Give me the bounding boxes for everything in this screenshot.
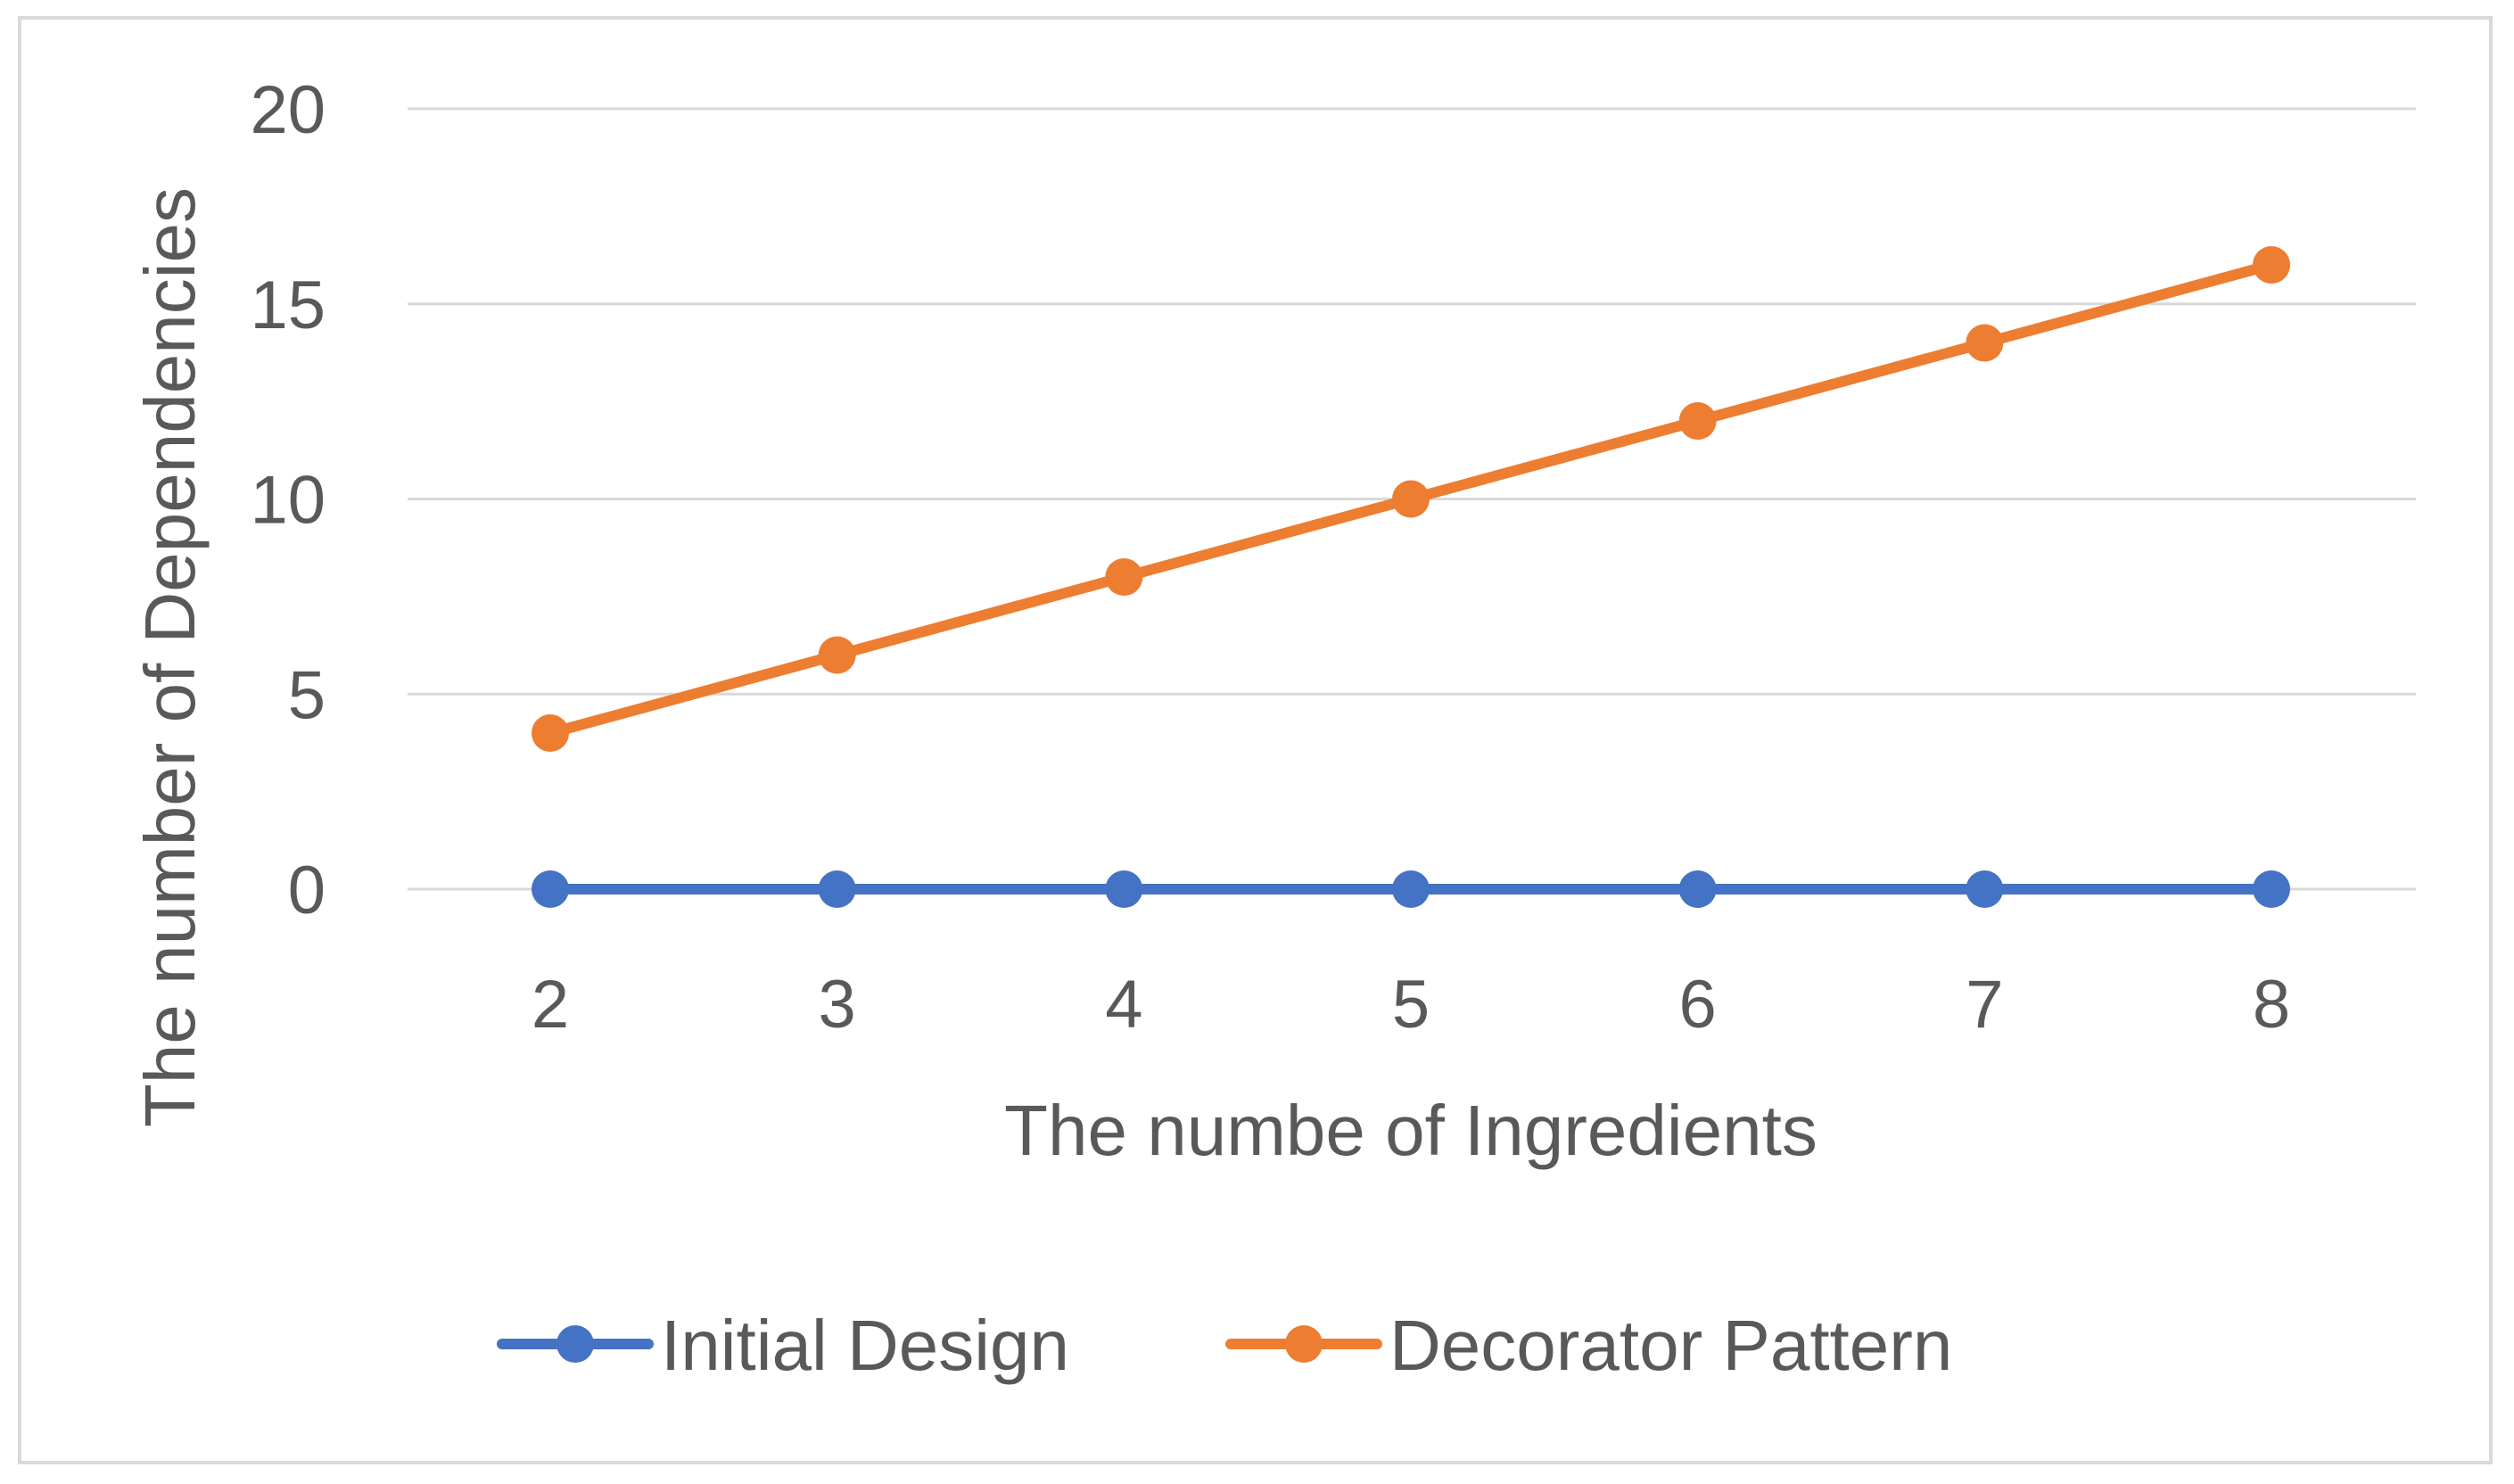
data-point-decorator-pattern bbox=[1392, 480, 1430, 518]
legend-swatch-marker bbox=[556, 1325, 594, 1363]
y-tick-label: 10 bbox=[250, 463, 326, 539]
legend: Initial Design Decorator Pattern bbox=[497, 1306, 1952, 1385]
series-initial-design bbox=[532, 870, 2290, 908]
data-point-decorator-pattern bbox=[532, 714, 569, 752]
data-point-initial-design bbox=[1392, 870, 1430, 908]
series-lines bbox=[532, 246, 2290, 908]
data-point-initial-design bbox=[532, 870, 569, 908]
y-axis-title: The number of Dependencies bbox=[130, 187, 210, 1127]
x-tick-label: 6 bbox=[1679, 967, 1717, 1043]
y-tick-label: 15 bbox=[250, 268, 326, 343]
y-tick-label: 5 bbox=[288, 657, 326, 733]
x-tick-label: 3 bbox=[819, 967, 856, 1043]
x-tick-label: 2 bbox=[532, 967, 569, 1043]
x-tick-label: 5 bbox=[1392, 967, 1430, 1043]
x-axis-title: The numbe of Ingredients bbox=[1004, 1091, 1817, 1170]
data-point-initial-design bbox=[1105, 870, 1143, 908]
data-point-decorator-pattern bbox=[1105, 558, 1143, 596]
y-tick-label: 0 bbox=[288, 853, 326, 928]
data-point-decorator-pattern bbox=[1966, 324, 2004, 362]
y-tick-label: 20 bbox=[250, 72, 326, 148]
series-decorator-pattern bbox=[532, 246, 2290, 752]
legend-item: Initial Design bbox=[497, 1306, 1069, 1385]
data-point-decorator-pattern bbox=[1678, 402, 1717, 440]
x-tick-label: 4 bbox=[1105, 967, 1142, 1043]
data-point-initial-design bbox=[2253, 870, 2290, 908]
x-tick-label: 8 bbox=[2253, 967, 2290, 1043]
data-point-initial-design bbox=[1966, 870, 2004, 908]
legend-label: Decorator Pattern bbox=[1389, 1306, 1952, 1385]
data-point-initial-design bbox=[818, 870, 856, 908]
data-point-decorator-pattern bbox=[818, 636, 856, 674]
x-tick-label: 7 bbox=[1966, 967, 2003, 1043]
y-axis-ticks: 0 5 10 15 20 bbox=[250, 72, 326, 928]
legend-swatch-marker bbox=[1285, 1325, 1323, 1363]
legend-label: Initial Design bbox=[661, 1306, 1069, 1385]
x-axis-ticks: 2 3 4 5 6 7 8 bbox=[532, 967, 2290, 1043]
data-point-decorator-pattern bbox=[2253, 246, 2290, 284]
chart-frame bbox=[18, 16, 2493, 1464]
data-point-initial-design bbox=[1678, 870, 1717, 908]
legend-item: Decorator Pattern bbox=[1225, 1306, 1952, 1385]
